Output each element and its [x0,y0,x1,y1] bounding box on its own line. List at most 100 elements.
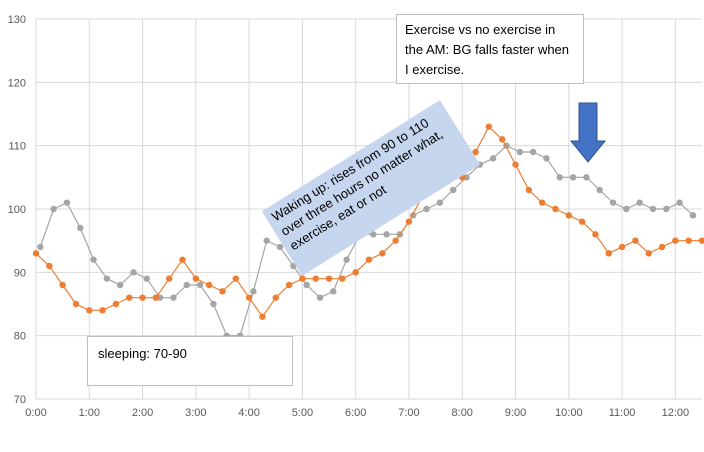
data-point [46,262,53,270]
data-point [183,281,190,289]
data-point [663,205,670,213]
data-point [578,218,586,225]
data-point [636,199,643,206]
data-point [499,136,506,143]
data-point [552,205,559,213]
data-point [259,313,266,320]
data-point [170,294,177,301]
x-tick-label: 3:00 [185,407,206,419]
data-point [512,161,519,168]
data-point [609,199,617,206]
down-arrow-icon [569,102,607,163]
x-tick-label: 8:00 [452,407,473,419]
data-point [556,174,563,181]
data-point [658,243,666,251]
x-tick-label: 4:00 [238,407,259,419]
data-point [325,275,333,282]
data-point [205,281,213,289]
data-point [543,155,550,162]
data-point [672,237,679,244]
data-point [316,294,324,301]
x-tick-label: 7:00 [398,407,419,419]
data-point [77,224,84,232]
x-tick-label: 6:00 [345,407,366,419]
data-point [379,250,386,257]
data-point [436,199,444,206]
y-tick-label: 120 [8,77,26,89]
data-point [130,269,137,276]
data-point [312,275,319,282]
data-point [649,205,657,213]
data-point [196,281,204,289]
data-point [343,256,350,263]
x-axis-ticks: 0:00 1:00 2:00 3:00 4:00 5:00 6:00 7:00 8:00 9:00… [25,407,689,419]
data-point [330,288,337,295]
data-point [352,269,359,276]
series-layer [32,123,704,339]
data-point [37,243,44,251]
data-point [676,199,683,206]
y-axis-ticks: 70 80 90 100 110 120 130 [8,14,26,406]
data-point [485,123,493,130]
data-point [103,275,111,282]
data-point [126,294,133,301]
data-point [449,186,457,194]
data-point [59,281,66,289]
y-tick-label: 80 [14,331,26,343]
data-point [210,300,217,308]
x-tick-label: 5:00 [292,407,313,419]
x-tick-label: 12:00 [662,407,690,419]
data-point [618,243,626,251]
data-point [339,275,346,282]
data-point [192,275,200,282]
data-point [596,186,603,194]
data-point [152,294,160,301]
data-point [179,256,186,263]
data-point [90,256,97,263]
x-tick-label: 0:00 [25,407,46,419]
data-point [689,212,697,219]
x-tick-label: 10:00 [555,407,583,419]
data-point [139,294,146,301]
data-point [583,174,590,181]
data-point [116,281,124,289]
data-point [538,199,546,206]
data-point [232,275,239,282]
y-tick-label: 130 [8,14,26,26]
x-tick-label: 11:00 [609,407,636,419]
data-point [272,294,279,301]
data-point [86,307,93,314]
data-point [698,237,704,244]
data-point [166,275,173,282]
data-point [370,231,377,238]
data-point [250,288,257,295]
data-point [632,237,639,244]
data-point [516,148,523,156]
data-point [219,288,226,295]
y-tick-label: 100 [8,204,26,216]
data-point [685,237,692,244]
data-point [472,148,479,156]
data-point [645,250,652,257]
data-point [263,237,270,244]
x-tick-label: 9:00 [505,407,526,419]
data-point [529,148,537,156]
y-tick-label: 110 [8,141,26,153]
data-point [383,231,390,238]
x-tick-label: 1:00 [79,407,100,419]
y-tick-label: 90 [14,267,26,279]
data-point [72,300,80,308]
data-point [285,281,293,289]
data-point [525,186,533,194]
x-tick-label: 2:00 [132,407,153,419]
data-point [565,212,572,219]
data-point [303,281,310,289]
data-point [423,205,430,213]
data-point [112,300,120,308]
data-point [365,256,373,263]
exercise-note: Exercise vs no exercise in the AM: BG fa… [396,14,584,84]
sleeping-note: sleeping: 70-90 [87,336,293,386]
data-point [32,250,40,257]
y-tick-label: 70 [14,394,26,406]
data-point [392,237,399,244]
